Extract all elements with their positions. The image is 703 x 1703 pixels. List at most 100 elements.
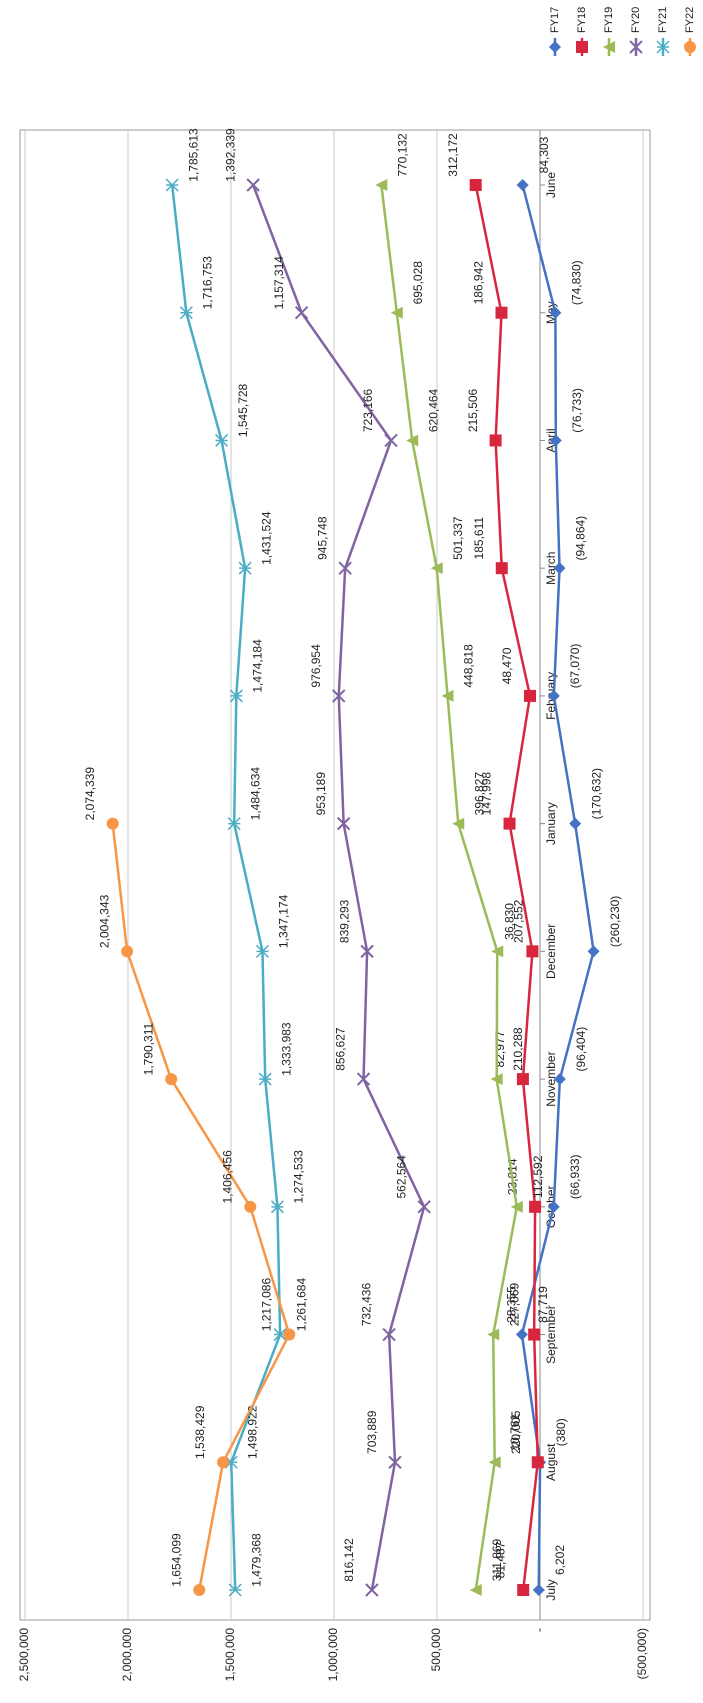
marker (528, 1328, 541, 1341)
marker (121, 945, 134, 958)
marker (526, 945, 539, 958)
data-label: 207,552 (511, 899, 525, 943)
data-label: 501,337 (451, 516, 465, 560)
data-label: 312,172 (446, 133, 460, 177)
data-label: 695,028 (411, 261, 425, 305)
x-tick-label: March (544, 552, 558, 585)
data-label: (94,864) (574, 516, 588, 561)
series-line (474, 184, 540, 1591)
legend-label: FY22 (684, 7, 696, 33)
marker (629, 40, 643, 54)
legend-label: FY17 (549, 7, 561, 33)
marker (270, 1200, 284, 1214)
data-label: 1,392,339 (223, 128, 237, 182)
marker (529, 1200, 542, 1213)
marker (569, 817, 582, 830)
marker (489, 434, 502, 447)
marker (553, 562, 566, 575)
data-label: (74,830) (570, 260, 584, 305)
data-label: 1,474,184 (250, 639, 264, 693)
x-tick-label: January (544, 802, 558, 845)
y-tick-label: 1,500,000 (223, 1628, 237, 1682)
marker (417, 1200, 431, 1214)
marker (488, 1456, 501, 1469)
data-label: 770,132 (396, 133, 410, 177)
series-line (520, 184, 595, 1591)
marker (384, 433, 398, 448)
marker (375, 179, 388, 191)
marker (388, 1455, 402, 1469)
marker (576, 41, 588, 53)
data-label: 1,274,533 (292, 1150, 306, 1204)
series-line (380, 184, 519, 1591)
marker (524, 689, 537, 702)
marker (495, 562, 508, 575)
data-label: 1,217,086 (259, 1278, 273, 1332)
data-label: 227,069 (507, 1283, 521, 1327)
data-label: 839,293 (337, 899, 351, 943)
data-label: 703,889 (365, 1410, 379, 1454)
marker (587, 945, 600, 958)
data-label: 1,785,613 (186, 128, 200, 182)
data-label: 1,545,728 (236, 383, 250, 437)
data-label: 84,303 (537, 136, 551, 173)
marker (294, 306, 309, 320)
marker (332, 689, 346, 703)
marker (382, 1327, 396, 1342)
marker (452, 817, 465, 830)
legend-label: FY18 (576, 7, 588, 33)
data-label: (96,404) (574, 1027, 588, 1072)
data-label: (170,632) (589, 768, 603, 819)
marker (336, 816, 351, 831)
data-label: 1,157,314 (272, 256, 286, 310)
marker (238, 561, 252, 575)
data-label: 36,830 (503, 903, 517, 940)
marker (490, 1073, 503, 1086)
marker (365, 1583, 379, 1597)
marker (246, 178, 260, 192)
marker (549, 41, 561, 53)
data-label: 220,005 (509, 1410, 523, 1454)
data-label: 147,998 (480, 772, 494, 816)
x-tick-label: September (544, 1305, 558, 1364)
marker (215, 433, 229, 447)
data-label: (76,733) (570, 388, 584, 433)
data-label: 732,436 (359, 1283, 373, 1327)
data-label: 1,406,456 (220, 1150, 234, 1204)
marker (441, 689, 454, 702)
marker (516, 179, 529, 191)
marker (503, 817, 516, 830)
data-label: 48,470 (500, 647, 514, 684)
marker (179, 306, 193, 320)
marker (469, 179, 482, 191)
legend-label: FY20 (630, 7, 642, 33)
marker (356, 1072, 371, 1086)
data-label: 185,611 (472, 517, 486, 560)
data-label: 1,261,684 (294, 1278, 308, 1332)
marker (684, 41, 696, 53)
data-label: 1,347,174 (277, 894, 291, 948)
marker (515, 1328, 528, 1341)
marker (193, 1584, 206, 1596)
marker (244, 1200, 257, 1213)
y-tick-label: 2,500,000 (17, 1628, 31, 1682)
data-label: (66,933) (568, 1154, 582, 1199)
marker (549, 434, 562, 447)
data-label: 1,333,983 (279, 1022, 293, 1076)
data-label: 1,716,753 (201, 256, 215, 310)
marker (106, 817, 119, 830)
x-tick-label: December (544, 924, 558, 979)
y-tick-label: 2,000,000 (120, 1628, 134, 1682)
marker (549, 306, 562, 319)
y-tick-label: 1,000,000 (326, 1628, 340, 1682)
data-label: 1,790,311 (141, 1023, 155, 1076)
series-line (252, 184, 426, 1591)
data-label: 1,431,524 (259, 511, 273, 565)
data-label: 562,564 (394, 1155, 408, 1199)
data-label: 816,142 (342, 1538, 356, 1582)
data-label: 81,487 (493, 1541, 507, 1578)
data-label: 976,954 (309, 644, 323, 688)
marker (656, 40, 670, 54)
marker (495, 306, 508, 319)
